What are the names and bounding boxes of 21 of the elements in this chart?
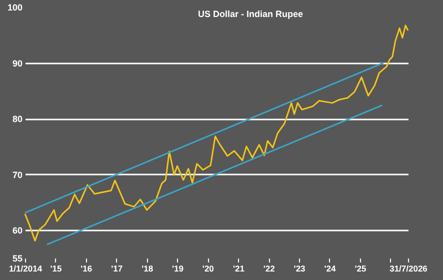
x-tick-label: '15 — [50, 264, 62, 274]
y-tick-label: 80 — [12, 114, 22, 124]
chart-title: US Dollar - Indian Rupee — [198, 9, 304, 19]
x-tick-label: '23 — [294, 264, 306, 274]
x-tick-label: '17 — [111, 264, 123, 274]
y-tick-label: 90 — [12, 58, 22, 68]
x-tick-label: '16 — [80, 264, 92, 274]
x-tick-label: '19 — [172, 264, 184, 274]
x-tick-label: 31/7/2026 — [390, 264, 428, 274]
y-tick-label: 100 — [7, 2, 22, 12]
x-tick-label: '18 — [142, 264, 154, 274]
x-tick-label: '20 — [202, 264, 214, 274]
x-tick-label: '21 — [232, 264, 245, 274]
y-tick-label: 70 — [12, 170, 22, 180]
x-tick-label: '25 — [354, 264, 366, 274]
y-tick-label: 55 — [12, 254, 22, 264]
x-tick-label: 1/1/2014 — [8, 264, 42, 274]
x-tick-label: '22 — [263, 264, 276, 274]
y-tick-label: 60 — [12, 226, 22, 236]
x-tick-label: '24 — [324, 264, 336, 274]
line-series — [24, 24, 409, 242]
